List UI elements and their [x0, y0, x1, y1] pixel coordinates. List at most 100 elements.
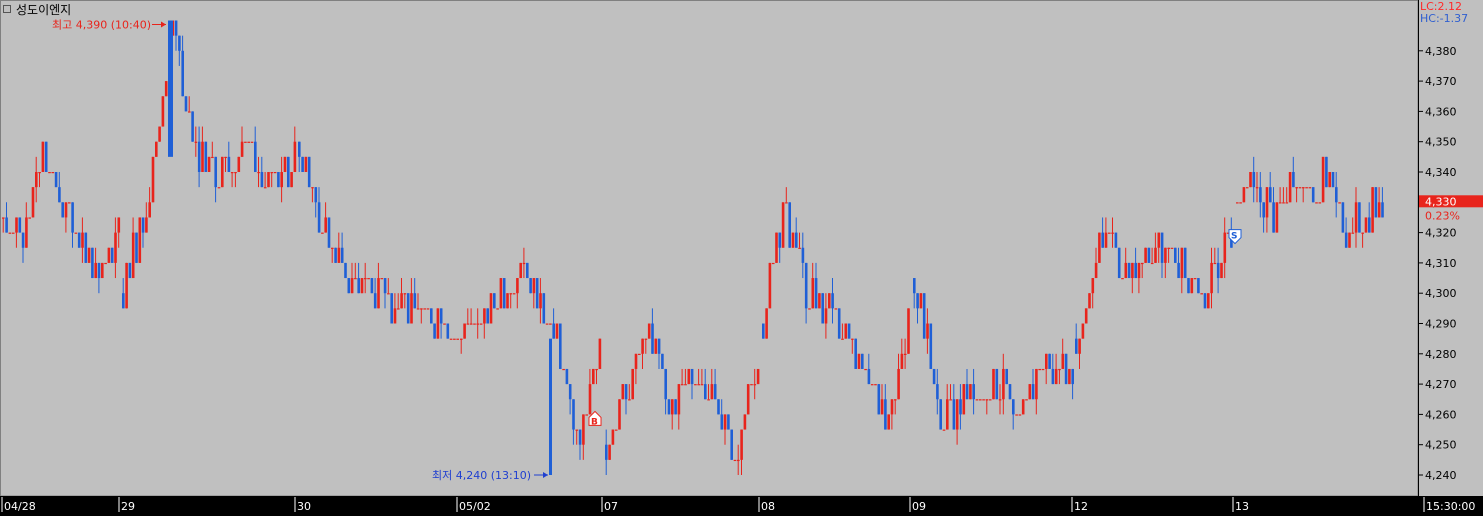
candle-body [841, 338, 844, 340]
candle-body [469, 323, 473, 325]
candle-body [293, 141, 297, 172]
candle-body [181, 50, 184, 97]
candle-body [184, 96, 188, 112]
candle-body [364, 278, 367, 280]
candle-body [456, 338, 459, 340]
candle-body [651, 323, 654, 354]
candle-body [77, 232, 81, 248]
candle-body [204, 141, 208, 172]
candle-body [1012, 399, 1015, 415]
candle-body [1098, 232, 1101, 263]
candle-body [1075, 338, 1078, 354]
candle-body [605, 444, 608, 460]
candle-body [814, 278, 818, 309]
candle-body [1302, 187, 1305, 189]
candle-body [972, 384, 975, 400]
candle-body [1252, 172, 1256, 188]
candle-body [479, 323, 483, 325]
candle-body [400, 293, 403, 309]
candle-body [1245, 187, 1249, 189]
candle-body [1144, 247, 1147, 263]
candle-body [995, 368, 999, 400]
candle-body [250, 141, 254, 143]
candle-body [1021, 399, 1025, 415]
candle-body [237, 156, 241, 172]
candle-body [1216, 262, 1220, 279]
candle-body [618, 399, 621, 430]
candle-body [247, 141, 250, 143]
candle-body [227, 156, 231, 172]
candle-body [1262, 202, 1265, 218]
candle-body [631, 368, 634, 400]
candle-body [94, 262, 97, 279]
candle-body [347, 278, 351, 294]
candle-body [959, 399, 962, 415]
candle-body [1031, 384, 1035, 400]
candle-body [334, 247, 337, 263]
candle-body [1091, 278, 1095, 294]
candle-body [624, 384, 628, 400]
y-tick-label: 4,360 [1425, 105, 1457, 118]
candle-body [680, 384, 684, 386]
candle-body [489, 293, 493, 324]
candle-body [1351, 232, 1355, 234]
candle-body [821, 293, 824, 324]
candle-body [240, 141, 244, 157]
candle-body [592, 368, 595, 385]
window-menu-box[interactable] [3, 5, 11, 13]
candle-body [539, 293, 542, 309]
candle-body [884, 399, 887, 430]
candle-body [690, 368, 694, 385]
candle-body [1111, 232, 1114, 234]
candle-body [661, 353, 664, 369]
candle-body [1318, 202, 1322, 204]
low-arrowhead [543, 472, 548, 478]
candle-body [788, 202, 791, 248]
candle-body [1223, 232, 1227, 263]
high-spike [168, 20, 173, 157]
candle-body [798, 247, 801, 249]
candle-body [1015, 414, 1018, 416]
candle-body [512, 293, 516, 295]
candle-body [919, 293, 923, 309]
candle-body [48, 172, 51, 174]
candle-body [1101, 232, 1104, 248]
candle-body [562, 368, 565, 371]
candle-body [1038, 368, 1041, 371]
y-tick-label: 4,280 [1425, 348, 1457, 361]
candle-body [263, 187, 267, 189]
candle-body [897, 368, 900, 400]
stock-name: 성도이엔지 [16, 3, 72, 17]
candle-body [397, 308, 400, 310]
candle-body [2, 217, 5, 219]
candle-body [542, 293, 546, 324]
candle-body [466, 323, 470, 325]
candle-body [188, 111, 191, 113]
candle-body [831, 293, 834, 309]
candle-body [117, 217, 121, 233]
y-axis-bg [1418, 0, 1483, 496]
candle-body [890, 399, 894, 415]
candle-body [1064, 353, 1068, 385]
candle-body [61, 202, 64, 218]
candle-body [1308, 187, 1312, 189]
candle-body [1071, 368, 1074, 385]
candle-body [122, 293, 125, 309]
candle-body [380, 278, 384, 280]
candle-body [416, 308, 420, 310]
candle-body [420, 308, 423, 310]
candle-body [161, 96, 165, 127]
lc-indicator: LC:2.12 [1420, 0, 1463, 13]
candle-body [443, 323, 446, 325]
candle-body [1210, 262, 1213, 294]
candle-body [1127, 262, 1131, 279]
candle-body [314, 187, 318, 203]
current-price-tag [1419, 195, 1483, 208]
candle-body [327, 217, 331, 248]
candle-body [1180, 247, 1184, 279]
candle-body [1292, 172, 1295, 188]
candle-body [717, 399, 720, 415]
candle-body [254, 141, 257, 172]
candle-body [71, 202, 74, 233]
